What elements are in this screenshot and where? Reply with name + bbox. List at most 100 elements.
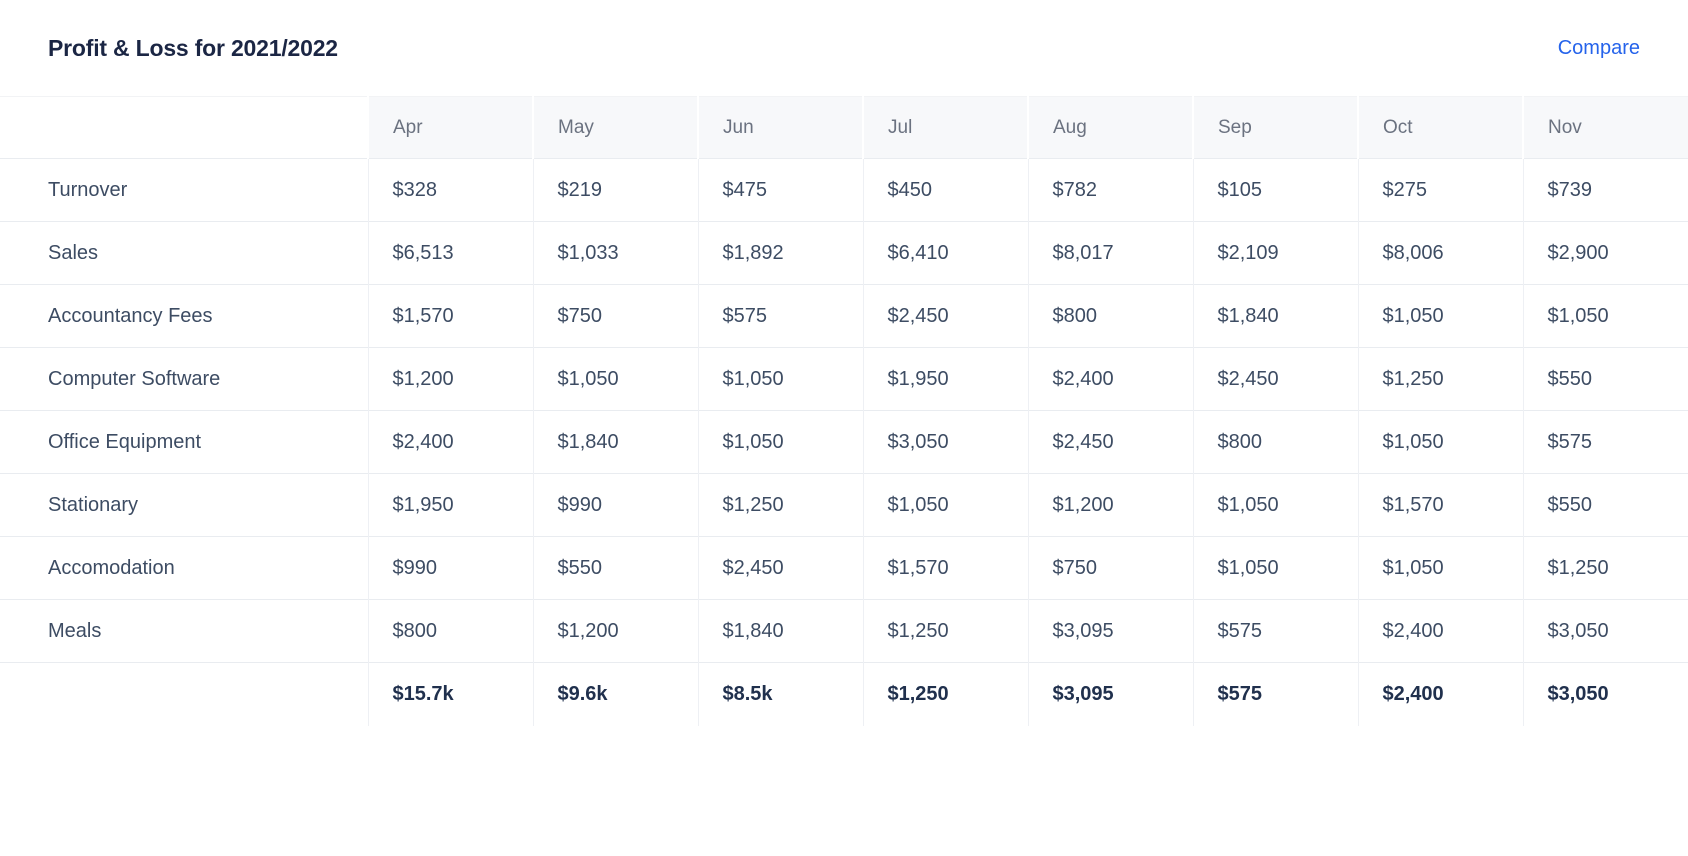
table-row: Meals $800 $1,200 $1,840 $1,250 $3,095 $575 $2,… — [0, 599, 1688, 663]
row-label-header — [0, 96, 368, 159]
totals-value: $15.7k — [367, 662, 533, 726]
cell-value: $1,050 — [1357, 536, 1523, 600]
cell-value: $2,400 — [1357, 599, 1523, 663]
cell-value: $739 — [1522, 158, 1688, 222]
totals-value: $575 — [1192, 662, 1358, 726]
cell-value: $1,033 — [532, 221, 698, 285]
cell-value: $2,400 — [367, 410, 533, 474]
table-row: Accountancy Fees $1,570 $750 $575 $2,450 $800… — [0, 284, 1688, 348]
cell-value: $1,050 — [532, 347, 698, 411]
page-title: Profit & Loss for 2021/2022 — [48, 34, 338, 61]
cell-value: $1,050 — [862, 473, 1028, 537]
cell-value: $575 — [1522, 410, 1688, 474]
month-header-sep: Sep — [1192, 96, 1358, 159]
table-row: Sales $6,513 $1,033 $1,892 $6,410 $8,017 $2,10… — [0, 221, 1688, 285]
cell-value: $800 — [1192, 410, 1358, 474]
month-header-jun: Jun — [697, 96, 863, 159]
cell-value: $8,017 — [1027, 221, 1193, 285]
cell-value: $105 — [1192, 158, 1358, 222]
cell-value: $1,250 — [697, 473, 863, 537]
cell-value: $3,050 — [862, 410, 1028, 474]
cell-value: $782 — [1027, 158, 1193, 222]
cell-value: $1,050 — [1522, 284, 1688, 348]
month-header-may: May — [532, 96, 698, 159]
table-footer: $15.7k $9.6k $8.5k $1,250 $3,095 $575 $2,400 $3… — [0, 662, 1688, 726]
table-row: Turnover $328 $219 $475 $450 $782 $105 $275 $739 — [0, 158, 1688, 222]
totals-value: $3,095 — [1027, 662, 1193, 726]
cell-value: $800 — [1027, 284, 1193, 348]
cell-value: $6,513 — [367, 221, 533, 285]
cell-value: $1,050 — [1357, 410, 1523, 474]
table-row: Stationary $1,950 $990 $1,250 $1,050 $1,200 $1… — [0, 473, 1688, 537]
cell-value: $1,050 — [1192, 473, 1358, 537]
cell-value: $575 — [1192, 599, 1358, 663]
cell-value: $1,200 — [1027, 473, 1193, 537]
cell-value: $1,200 — [367, 347, 533, 411]
cell-value: $1,200 — [532, 599, 698, 663]
cell-value: $1,250 — [1522, 536, 1688, 600]
table-body: Turnover $328 $219 $475 $450 $782 $105 $275 $739… — [0, 158, 1688, 663]
cell-value: $1,840 — [532, 410, 698, 474]
cell-value: $1,892 — [697, 221, 863, 285]
cell-value: $2,400 — [1027, 347, 1193, 411]
cell-value: $2,900 — [1522, 221, 1688, 285]
cell-value: $800 — [367, 599, 533, 663]
cell-value: $1,250 — [862, 599, 1028, 663]
cell-value: $275 — [1357, 158, 1523, 222]
table-header: Apr May Jun Jul Aug Sep Oct Nov — [0, 96, 1688, 159]
cell-value: $1,570 — [367, 284, 533, 348]
cell-value: $2,450 — [1192, 347, 1358, 411]
month-header-nov: Nov — [1522, 96, 1688, 159]
totals-value: $2,400 — [1357, 662, 1523, 726]
cell-value: $550 — [532, 536, 698, 600]
month-header-oct: Oct — [1357, 96, 1523, 159]
row-label: Accomodation — [0, 536, 368, 600]
cell-value: $2,450 — [862, 284, 1028, 348]
cell-value: $219 — [532, 158, 698, 222]
cell-value: $475 — [697, 158, 863, 222]
month-header-apr: Apr — [367, 96, 533, 159]
cell-value: $6,410 — [862, 221, 1028, 285]
panel-header: Profit & Loss for 2021/2022 Compare — [0, 0, 1688, 96]
cell-value: $1,050 — [1357, 284, 1523, 348]
row-label: Office Equipment — [0, 410, 368, 474]
profit-loss-table: Apr May Jun Jul Aug Sep Oct Nov Turnover $328 $21… — [0, 96, 1688, 726]
cell-value: $1,840 — [1192, 284, 1358, 348]
row-label: Sales — [0, 221, 368, 285]
table-row: Computer Software $1,200 $1,050 $1,050 $1,95… — [0, 347, 1688, 411]
cell-value: $1,050 — [697, 347, 863, 411]
cell-value: $575 — [697, 284, 863, 348]
totals-value: $1,250 — [862, 662, 1028, 726]
totals-row: $15.7k $9.6k $8.5k $1,250 $3,095 $575 $2,400 $3… — [0, 662, 1688, 726]
totals-value: $3,050 — [1522, 662, 1688, 726]
cell-value: $450 — [862, 158, 1028, 222]
cell-value: $550 — [1522, 473, 1688, 537]
row-label: Turnover — [0, 158, 368, 222]
row-label: Stationary — [0, 473, 368, 537]
cell-value: $1,570 — [1357, 473, 1523, 537]
cell-value: $550 — [1522, 347, 1688, 411]
totals-label — [0, 662, 368, 726]
table-row: Accomodation $990 $550 $2,450 $1,570 $750 $1,0… — [0, 536, 1688, 600]
cell-value: $990 — [367, 536, 533, 600]
cell-value: $1,840 — [697, 599, 863, 663]
month-header-jul: Jul — [862, 96, 1028, 159]
totals-value: $8.5k — [697, 662, 863, 726]
row-label: Computer Software — [0, 347, 368, 411]
cell-value: $328 — [367, 158, 533, 222]
cell-value: $1,570 — [862, 536, 1028, 600]
cell-value: $3,095 — [1027, 599, 1193, 663]
cell-value: $8,006 — [1357, 221, 1523, 285]
compare-link[interactable]: Compare — [1557, 36, 1640, 59]
cell-value: $2,450 — [1027, 410, 1193, 474]
cell-value: $1,250 — [1357, 347, 1523, 411]
cell-value: $1,050 — [1192, 536, 1358, 600]
table-row: Office Equipment $2,400 $1,840 $1,050 $3,050… — [0, 410, 1688, 474]
cell-value: $750 — [1027, 536, 1193, 600]
cell-value: $2,109 — [1192, 221, 1358, 285]
totals-value: $9.6k — [532, 662, 698, 726]
row-label: Accountancy Fees — [0, 284, 368, 348]
row-label: Meals — [0, 599, 368, 663]
cell-value: $750 — [532, 284, 698, 348]
month-header-aug: Aug — [1027, 96, 1193, 159]
